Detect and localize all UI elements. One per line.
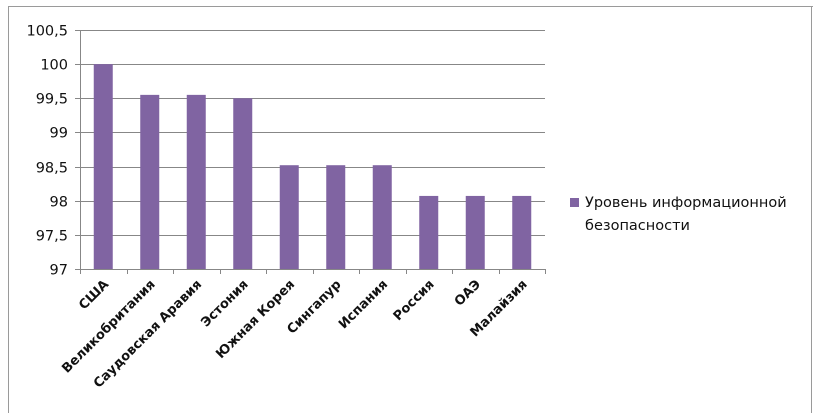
y-tick-label: 97 <box>50 263 68 279</box>
y-tick-label: 100 <box>40 58 68 74</box>
bar <box>372 165 392 269</box>
bar <box>233 98 253 270</box>
x-tick-label: США <box>76 277 112 313</box>
bar <box>512 195 532 269</box>
y-tick-label: 99 <box>50 126 68 142</box>
x-tick-label: Южная Корея <box>213 277 298 362</box>
bar <box>186 94 206 269</box>
legend-label: Уровень информационной безопасности <box>585 195 787 234</box>
bar <box>326 165 346 269</box>
bar <box>279 165 299 269</box>
x-tick-label: Испания <box>336 277 391 332</box>
bar <box>465 195 485 269</box>
legend-swatch <box>570 198 579 207</box>
bar <box>419 195 439 269</box>
x-tick-label: ОАЭ <box>452 277 484 309</box>
y-tick-label: 100,5 <box>26 24 68 40</box>
y-tick-label: 99,5 <box>36 92 68 108</box>
bar <box>93 64 113 270</box>
bar <box>140 94 160 269</box>
legend: Уровень информационной безопасности <box>570 192 810 238</box>
x-tick-label: Россия <box>391 277 438 324</box>
y-tick-label: 98,5 <box>36 161 68 177</box>
y-tick-label: 98 <box>50 195 68 211</box>
y-tick-label: 97,5 <box>36 229 68 245</box>
